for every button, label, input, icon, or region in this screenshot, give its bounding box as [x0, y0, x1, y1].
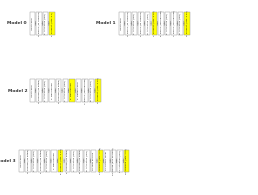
Text: 3: Conv2D (64 filters): 3: Conv2D (64 filters): [58, 79, 60, 103]
Bar: [36, 12, 42, 35]
Text: Input Layer: Input Layer: [32, 84, 33, 97]
Bar: [69, 80, 75, 102]
Bar: [71, 150, 77, 172]
Text: 14: Activation (relu): 14: Activation (relu): [119, 150, 121, 172]
Bar: [138, 12, 144, 35]
Bar: [78, 150, 83, 172]
Bar: [38, 150, 44, 172]
Text: 0: Dense (32 neurons): 0: Dense (32 neurons): [38, 11, 40, 36]
Bar: [98, 150, 103, 172]
Text: 1: Activation (relu): 1: Activation (relu): [45, 13, 46, 34]
Text: Model 2: Model 2: [7, 89, 27, 93]
Text: 2: Max Pooling: 2: Max Pooling: [52, 82, 53, 99]
Bar: [30, 80, 35, 102]
Text: 1: Activation (relu): 1: Activation (relu): [45, 80, 46, 101]
Text: 2: Conv2D (32 filters): 2: Conv2D (32 filters): [40, 149, 42, 173]
Bar: [178, 12, 183, 35]
Text: 7: Activation (relu): 7: Activation (relu): [73, 150, 75, 171]
Text: 7: Dense (112 neurons): 7: Dense (112 neurons): [173, 10, 175, 36]
Text: 2: Dense (64 neurons): 2: Dense (64 neurons): [140, 11, 142, 36]
Text: Input Layer: Input Layer: [21, 155, 22, 167]
Bar: [43, 80, 48, 102]
Text: 0: Conv2D (32 filters): 0: Conv2D (32 filters): [27, 149, 29, 173]
Text: 4: Activation (relu): 4: Activation (relu): [64, 80, 66, 101]
Text: 3: Activation (relu): 3: Activation (relu): [47, 150, 49, 171]
Bar: [45, 150, 50, 172]
Text: 8: Conv2D (64 filters): 8: Conv2D (64 filters): [80, 149, 81, 173]
Bar: [124, 150, 129, 172]
Text: 4: Max Pooling: 4: Max Pooling: [54, 153, 55, 169]
Bar: [30, 12, 35, 35]
Text: 5: Max Pooling: 5: Max Pooling: [71, 82, 72, 99]
Text: Model 1: Model 1: [96, 21, 116, 25]
Bar: [36, 80, 42, 102]
Bar: [117, 150, 123, 172]
Bar: [95, 80, 101, 102]
Bar: [25, 150, 30, 172]
Bar: [19, 150, 24, 172]
Text: 6: Flatten Layer: 6: Flatten Layer: [78, 82, 79, 99]
Text: 13: Dense (512 neurons): 13: Dense (512 neurons): [113, 147, 114, 175]
Text: 9: Activation (relu): 9: Activation (relu): [86, 150, 88, 171]
Text: 10: Max Pooling: 10: Max Pooling: [93, 152, 94, 170]
Bar: [119, 12, 124, 35]
Bar: [89, 80, 94, 102]
Text: 3: Activation (relu): 3: Activation (relu): [147, 13, 149, 34]
Bar: [111, 150, 116, 172]
Bar: [152, 12, 157, 35]
Text: 6: Conv2D (64 filters): 6: Conv2D (64 filters): [67, 149, 68, 173]
Text: 5: Dense (128 neurons): 5: Dense (128 neurons): [160, 10, 162, 36]
Bar: [171, 12, 177, 35]
Bar: [64, 150, 70, 172]
Text: 8: Activation (relu): 8: Activation (relu): [91, 80, 92, 101]
Text: 9: Dropout (rate=0.25): 9: Dropout (rate=0.25): [97, 78, 99, 104]
Text: 0: Conv2D (32 filters): 0: Conv2D (32 filters): [38, 79, 40, 103]
Text: Model 0: Model 0: [7, 21, 27, 25]
Text: 2: Dropout (rate=0.1): 2: Dropout (rate=0.1): [51, 11, 53, 35]
Text: 8: Activation (relu): 8: Activation (relu): [180, 13, 181, 34]
Text: Input Layer: Input Layer: [121, 17, 122, 30]
Bar: [104, 150, 110, 172]
Bar: [50, 80, 55, 102]
Text: 9: Dropout (rate=0.50): 9: Dropout (rate=0.50): [186, 11, 188, 36]
Text: Input Layer: Input Layer: [32, 17, 33, 30]
Text: Model 3: Model 3: [0, 159, 16, 163]
Text: 11: Dropout (rate=0.25): 11: Dropout (rate=0.25): [99, 147, 101, 174]
Bar: [58, 150, 63, 172]
Bar: [56, 80, 61, 102]
Text: 0: Dense (32 neurons): 0: Dense (32 neurons): [127, 11, 129, 36]
Bar: [82, 80, 88, 102]
Text: 7: Dense (128 neurons): 7: Dense (128 neurons): [84, 78, 86, 104]
Bar: [145, 12, 150, 35]
Bar: [52, 150, 57, 172]
Bar: [165, 12, 170, 35]
Text: 4: Dropout (rate=0.25): 4: Dropout (rate=0.25): [154, 11, 155, 36]
Bar: [62, 80, 68, 102]
Text: 12: Flatten Layer: 12: Flatten Layer: [106, 151, 107, 170]
Bar: [125, 12, 131, 35]
Text: 5: Dropout (rate=0.25): 5: Dropout (rate=0.25): [60, 148, 62, 174]
Bar: [76, 80, 81, 102]
Bar: [91, 150, 96, 172]
Bar: [184, 12, 190, 35]
Bar: [132, 12, 137, 35]
Text: 1: Activation (relu): 1: Activation (relu): [34, 150, 35, 171]
Bar: [84, 150, 90, 172]
Bar: [43, 12, 48, 35]
Text: 6: Activation (relu): 6: Activation (relu): [167, 13, 168, 34]
Text: 15: Dropout (rate=0.5): 15: Dropout (rate=0.5): [126, 148, 127, 174]
Bar: [50, 12, 55, 35]
Bar: [158, 12, 164, 35]
Text: 1: Activation (relu): 1: Activation (relu): [134, 13, 135, 34]
Bar: [32, 150, 37, 172]
